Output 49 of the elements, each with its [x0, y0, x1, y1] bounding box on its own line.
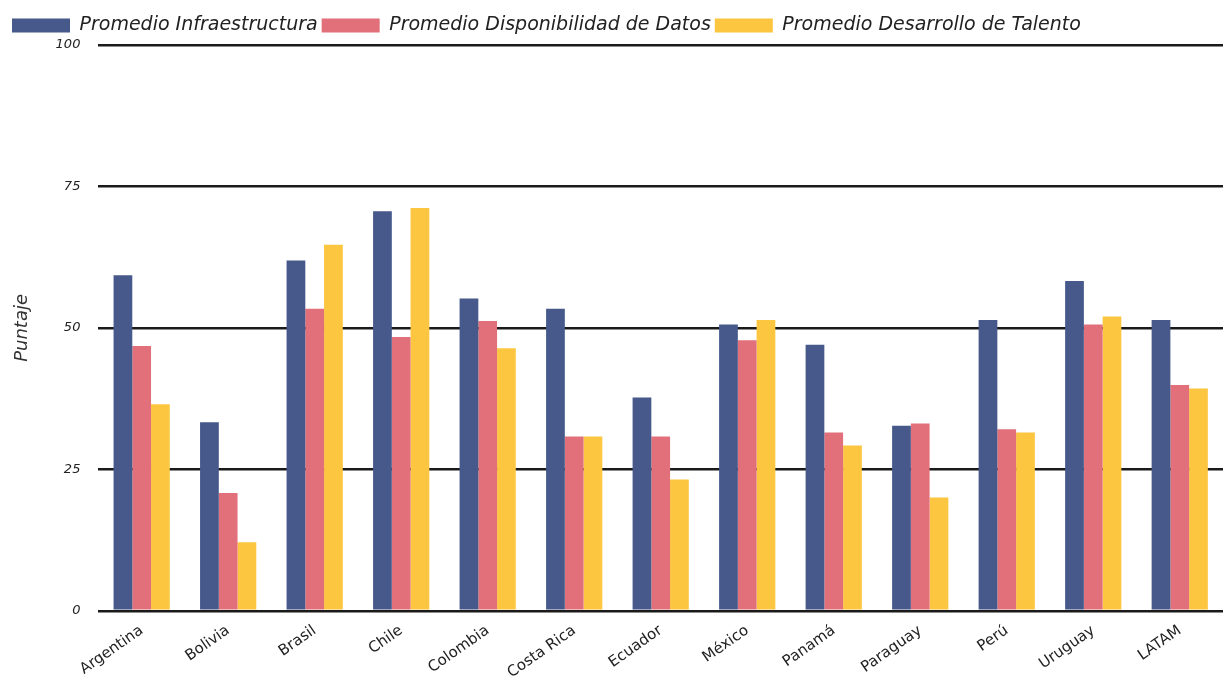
bar — [910, 423, 930, 610]
bar — [997, 429, 1017, 610]
bar — [651, 436, 671, 610]
bar — [824, 432, 844, 610]
bar — [497, 348, 516, 610]
bar — [459, 298, 479, 610]
y-axis-title: Puntaje — [10, 293, 32, 362]
y-tick-label: 0 — [72, 602, 81, 618]
bar — [1083, 324, 1103, 610]
y-tick-label: 100 — [55, 36, 81, 52]
bar — [218, 493, 238, 610]
bar — [1151, 319, 1171, 610]
legend-label: Promedio Disponibilidad de Datos — [389, 12, 711, 35]
bar — [324, 244, 343, 610]
bar — [632, 397, 652, 610]
bar — [805, 344, 825, 610]
bar — [719, 324, 738, 610]
bar — [391, 336, 411, 610]
bar — [113, 275, 133, 610]
bar — [132, 345, 152, 610]
bar — [1170, 385, 1190, 610]
bar — [843, 445, 862, 610]
y-tick-label: 75 — [63, 177, 81, 193]
bar — [200, 422, 219, 610]
bar — [564, 436, 584, 610]
bar — [546, 308, 565, 610]
legend-label: Promedio Infraestructura — [79, 12, 318, 35]
bar — [237, 542, 257, 610]
y-tick-label: 25 — [63, 460, 81, 476]
bar — [670, 479, 689, 610]
bar — [410, 207, 430, 610]
bar — [737, 340, 757, 610]
legend-label: Promedio Desarrollo de Talento — [782, 12, 1081, 35]
bar — [1189, 388, 1208, 610]
bar — [929, 497, 949, 610]
bar — [286, 260, 306, 610]
bar — [1065, 280, 1084, 610]
bar — [756, 319, 776, 610]
bar — [1016, 432, 1035, 610]
y-tick-label: 50 — [63, 319, 81, 335]
bar — [1102, 316, 1122, 610]
bar — [478, 321, 498, 610]
bar — [978, 319, 998, 610]
bar — [151, 404, 170, 610]
bar — [305, 308, 325, 610]
bar — [373, 211, 392, 610]
bar — [892, 425, 911, 610]
x-tick-label: Chile — [364, 620, 406, 658]
bar — [583, 436, 603, 610]
